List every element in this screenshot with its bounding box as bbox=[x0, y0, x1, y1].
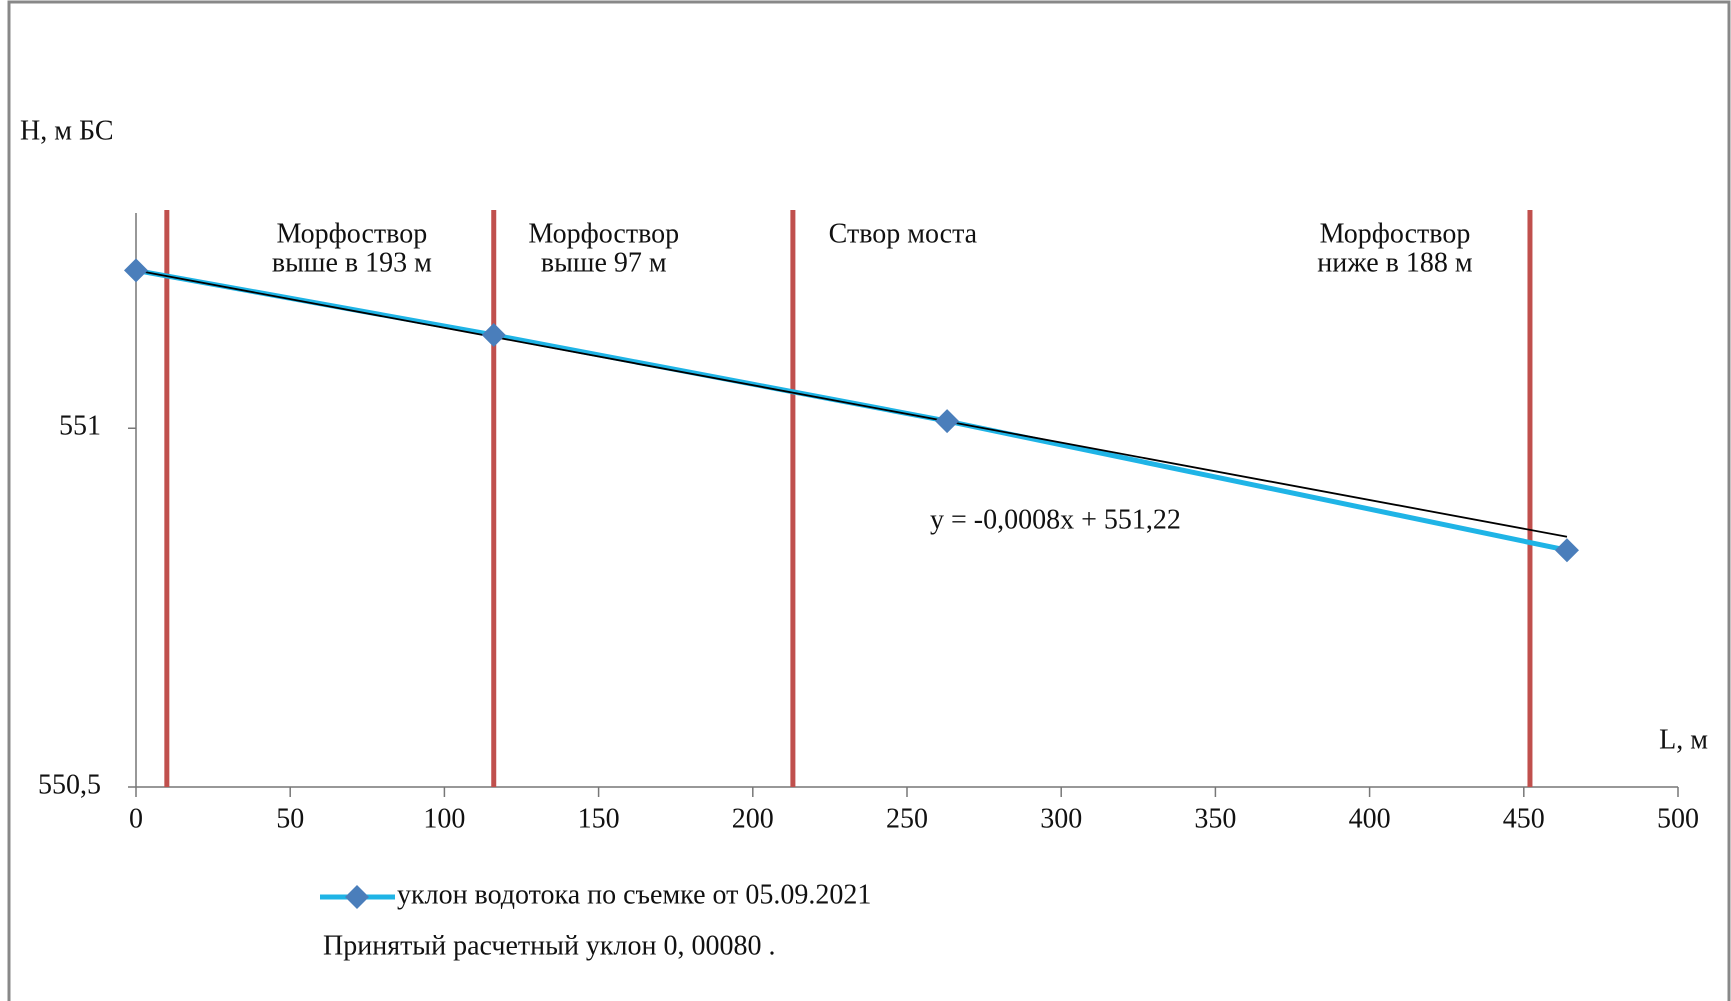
x-tick-label: 450 bbox=[1503, 803, 1545, 834]
x-tick-label: 200 bbox=[732, 803, 774, 834]
section-label: Морфоствор bbox=[528, 218, 679, 249]
section-label: выше в 193 м bbox=[272, 247, 432, 278]
x-tick-label: 150 bbox=[578, 803, 620, 834]
series-line bbox=[135, 267, 1568, 553]
y-tick-label: 551 bbox=[59, 411, 101, 442]
x-axis-label: L, м bbox=[1659, 724, 1708, 755]
point bbox=[935, 409, 960, 434]
section-label: выше 97 м bbox=[541, 247, 667, 278]
section-label: Створ моста bbox=[829, 218, 978, 249]
x-tick-label: 100 bbox=[423, 803, 465, 834]
section-label: Морфоствор bbox=[276, 218, 427, 249]
x-tick-label: 350 bbox=[1194, 803, 1236, 834]
point bbox=[1554, 538, 1579, 563]
x-tick-label: 400 bbox=[1349, 803, 1391, 834]
trendline bbox=[135, 269, 1568, 538]
x-tick-label: 50 bbox=[276, 803, 304, 834]
x-tick-label: 0 bbox=[129, 803, 143, 834]
section-label: ниже в 188 м bbox=[1317, 247, 1473, 278]
x-tick-label: 300 bbox=[1040, 803, 1082, 834]
trendline-label: y = -0,0008x + 551,22 bbox=[930, 504, 1181, 535]
legend-marker bbox=[345, 885, 369, 909]
note: Принятый расчетный уклон 0, 00080 . bbox=[323, 930, 775, 961]
legend-label: уклон водотока по съемке от 05.09.2021 bbox=[397, 879, 871, 910]
y-axis-label: H, м БС bbox=[20, 115, 114, 146]
section-label: Морфоствор bbox=[1320, 218, 1471, 249]
x-tick-label: 250 bbox=[886, 803, 928, 834]
y-tick-label: 550,5 bbox=[38, 769, 101, 800]
x-tick-label: 500 bbox=[1657, 803, 1699, 834]
point bbox=[124, 258, 148, 283]
point bbox=[481, 322, 506, 347]
frame bbox=[7, 0, 1731, 1001]
